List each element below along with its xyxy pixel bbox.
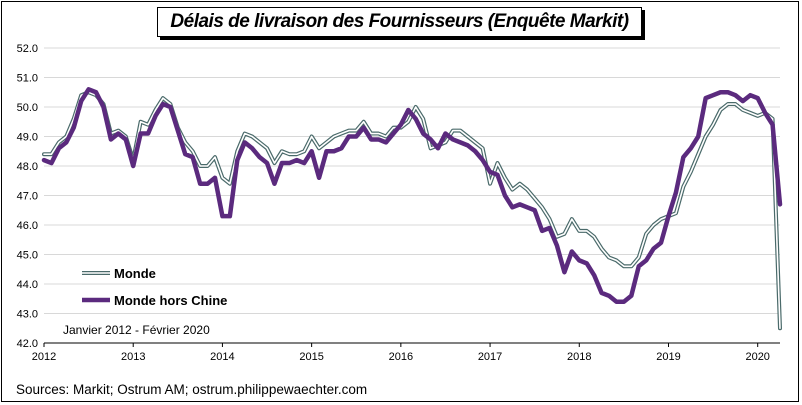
x-tick-label: 2013 <box>121 351 145 363</box>
y-tick-label: 42.0 <box>17 338 38 350</box>
title-box: Délais de livraison des Fournisseurs (En… <box>157 7 642 37</box>
legend-label-monde: Monde <box>114 266 156 281</box>
y-tick-label: 43.0 <box>17 309 38 321</box>
y-tick-label: 45.0 <box>17 250 38 262</box>
x-tick-label: 2017 <box>478 351 502 363</box>
x-tick-label: 2016 <box>389 351 413 363</box>
y-tick-label: 51.0 <box>17 73 38 85</box>
x-tick-label: 2020 <box>745 351 769 363</box>
y-tick-label: 44.0 <box>17 279 38 291</box>
x-tick-label: 2014 <box>210 351 234 363</box>
y-tick-label: 48.0 <box>17 161 38 173</box>
x-tick-label: 2018 <box>567 351 591 363</box>
source-note: Sources: Markit; Ostrum AM; ostrum.phili… <box>16 382 368 397</box>
x-tick-label: 2015 <box>299 351 323 363</box>
series-line-monde-hors-chine <box>41 87 783 304</box>
date-range-note: Janvier 2012 - Février 2020 <box>63 323 210 337</box>
x-tick-label: 2012 <box>32 351 56 363</box>
y-tick-label: 52.0 <box>17 43 38 55</box>
y-tick-label: 47.0 <box>17 191 38 203</box>
legend-label-monde-hors-chine: Monde hors Chine <box>114 293 227 308</box>
y-tick-label: 49.0 <box>17 132 38 144</box>
y-tick-label: 46.0 <box>17 220 38 232</box>
y-tick-label: 50.0 <box>17 102 38 114</box>
x-tick-label: 2019 <box>656 351 680 363</box>
chart-title: Délais de livraison des Fournisseurs (En… <box>170 11 629 32</box>
